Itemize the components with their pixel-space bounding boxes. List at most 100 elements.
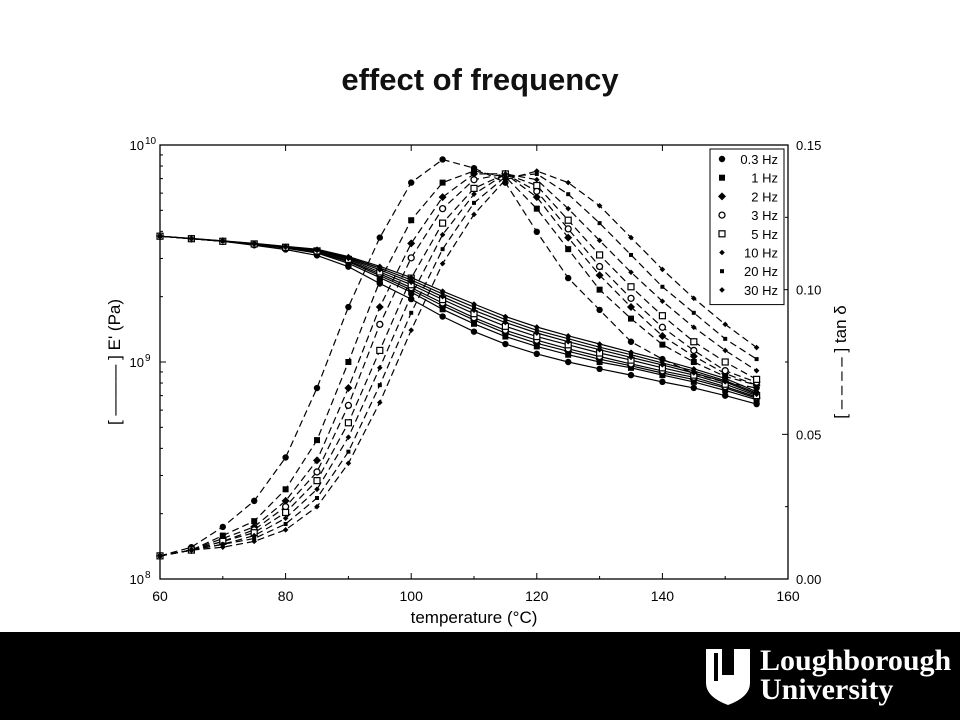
tan-delta-point [439, 260, 446, 267]
tan-delta-point [502, 171, 509, 177]
tan-delta-line [159, 173, 757, 557]
tan-delta-point [313, 468, 321, 476]
y-right-tick-label: 0.10 [796, 283, 821, 298]
modulus-point [502, 319, 509, 326]
tan-delta-point [595, 271, 604, 280]
modulus-point [596, 341, 603, 347]
tan-delta-point [345, 434, 352, 441]
tan-delta-point [564, 225, 572, 233]
tan-delta-point [534, 168, 540, 174]
tan-delta-point [344, 401, 353, 410]
tan-delta-point [438, 193, 447, 202]
tan-delta-point [596, 286, 603, 293]
logo-line-2: University [760, 673, 894, 706]
tan-delta-point [534, 176, 540, 183]
tan-delta-point [533, 181, 541, 190]
x-tick-label: 100 [400, 588, 424, 604]
tan-delta-point [345, 460, 352, 467]
tan-delta-point [376, 234, 383, 241]
modulus-point [502, 313, 509, 320]
tan-delta-point [690, 359, 697, 365]
tan-delta-line [159, 158, 757, 557]
tan-delta-point [472, 200, 476, 205]
modulus-point [691, 366, 697, 372]
y-right-tick-label: 0.05 [796, 427, 821, 442]
tan-delta-point [627, 303, 635, 312]
modulus-point [534, 328, 539, 333]
tan-delta-point [534, 171, 539, 176]
legend-label: 2 Hz [751, 189, 778, 204]
legend-marker [720, 269, 724, 274]
tan-delta-point [596, 306, 603, 314]
shield-icon [706, 649, 750, 705]
tan-delta-point [281, 496, 290, 505]
tan-delta-point [597, 221, 602, 226]
tan-delta-point [313, 456, 321, 465]
tan-delta-point [629, 252, 633, 257]
tan-delta-point [252, 536, 257, 541]
tan-delta-point [408, 327, 414, 333]
logo-line-1: Loughborough [760, 644, 952, 677]
modulus-point [566, 336, 571, 341]
plot-layer [156, 156, 761, 560]
tan-delta-point [220, 542, 225, 547]
tan-delta-point [376, 320, 384, 329]
modulus-line [159, 235, 757, 405]
modulus-point [251, 240, 257, 247]
tan-delta-point [408, 292, 414, 299]
tan-delta-point [375, 303, 384, 312]
tan-delta-point [344, 384, 353, 393]
legend: 0.3 Hz 1 Hz 2 Hz 3 Hz 5 Hz 10 Hz 20 Hz 30 Hz [709, 148, 785, 306]
tan-delta-point [533, 205, 540, 212]
y-left-tick-exponent: 10 [145, 136, 157, 147]
footer-bar [0, 632, 960, 720]
modulus-point [628, 349, 634, 355]
tan-delta-point [439, 156, 446, 163]
tan-delta-point [219, 523, 226, 531]
tan-delta-line [159, 173, 757, 557]
tan-delta-point [722, 321, 728, 328]
tan-delta-point [282, 454, 289, 461]
tan-delta-point [409, 310, 414, 315]
modulus-point [502, 340, 509, 348]
modulus-point [377, 263, 383, 270]
tan-delta-point [281, 503, 290, 511]
tan-delta-point [659, 298, 666, 305]
tan-delta-point [377, 399, 383, 406]
x-axis-label: temperature (°C) [411, 608, 538, 627]
tan-delta-point [282, 486, 289, 493]
tan-delta-point [346, 449, 351, 454]
tan-delta-point [282, 515, 289, 522]
modulus-point [470, 328, 478, 335]
modulus-point [408, 274, 414, 281]
tan-delta-point [376, 277, 383, 284]
tan-delta-point [407, 239, 416, 248]
tan-delta-point [251, 538, 257, 545]
tan-delta-point [752, 375, 761, 383]
tan-delta-point [659, 341, 666, 348]
tan-delta-line [159, 173, 757, 557]
tan-delta-point [471, 191, 477, 197]
y-left-tick-label: 10 [130, 572, 144, 587]
modulus-point [659, 357, 666, 363]
university-shield-logo [706, 649, 750, 705]
tan-delta-point [691, 295, 697, 302]
shield-detail [714, 653, 718, 681]
tan-delta-point [313, 477, 321, 485]
tan-delta-point [595, 262, 604, 271]
tan-delta-line [159, 173, 757, 557]
modulus-point [345, 253, 352, 260]
y-right-axis-label: [ – – – – ] tan δ [831, 305, 850, 418]
tan-delta-point [345, 303, 352, 311]
tan-delta-point [722, 347, 728, 354]
tan-delta-point [503, 174, 508, 179]
tan-delta-point [627, 338, 635, 345]
modulus-point [503, 317, 508, 322]
tan-delta-point [345, 359, 352, 365]
modulus-line [159, 235, 757, 393]
legend-marker [718, 211, 726, 219]
tan-delta-point [564, 216, 572, 224]
tan-delta-point [565, 246, 572, 253]
tan-delta-point [753, 367, 760, 374]
slide-title: effect of frequency [341, 62, 619, 97]
